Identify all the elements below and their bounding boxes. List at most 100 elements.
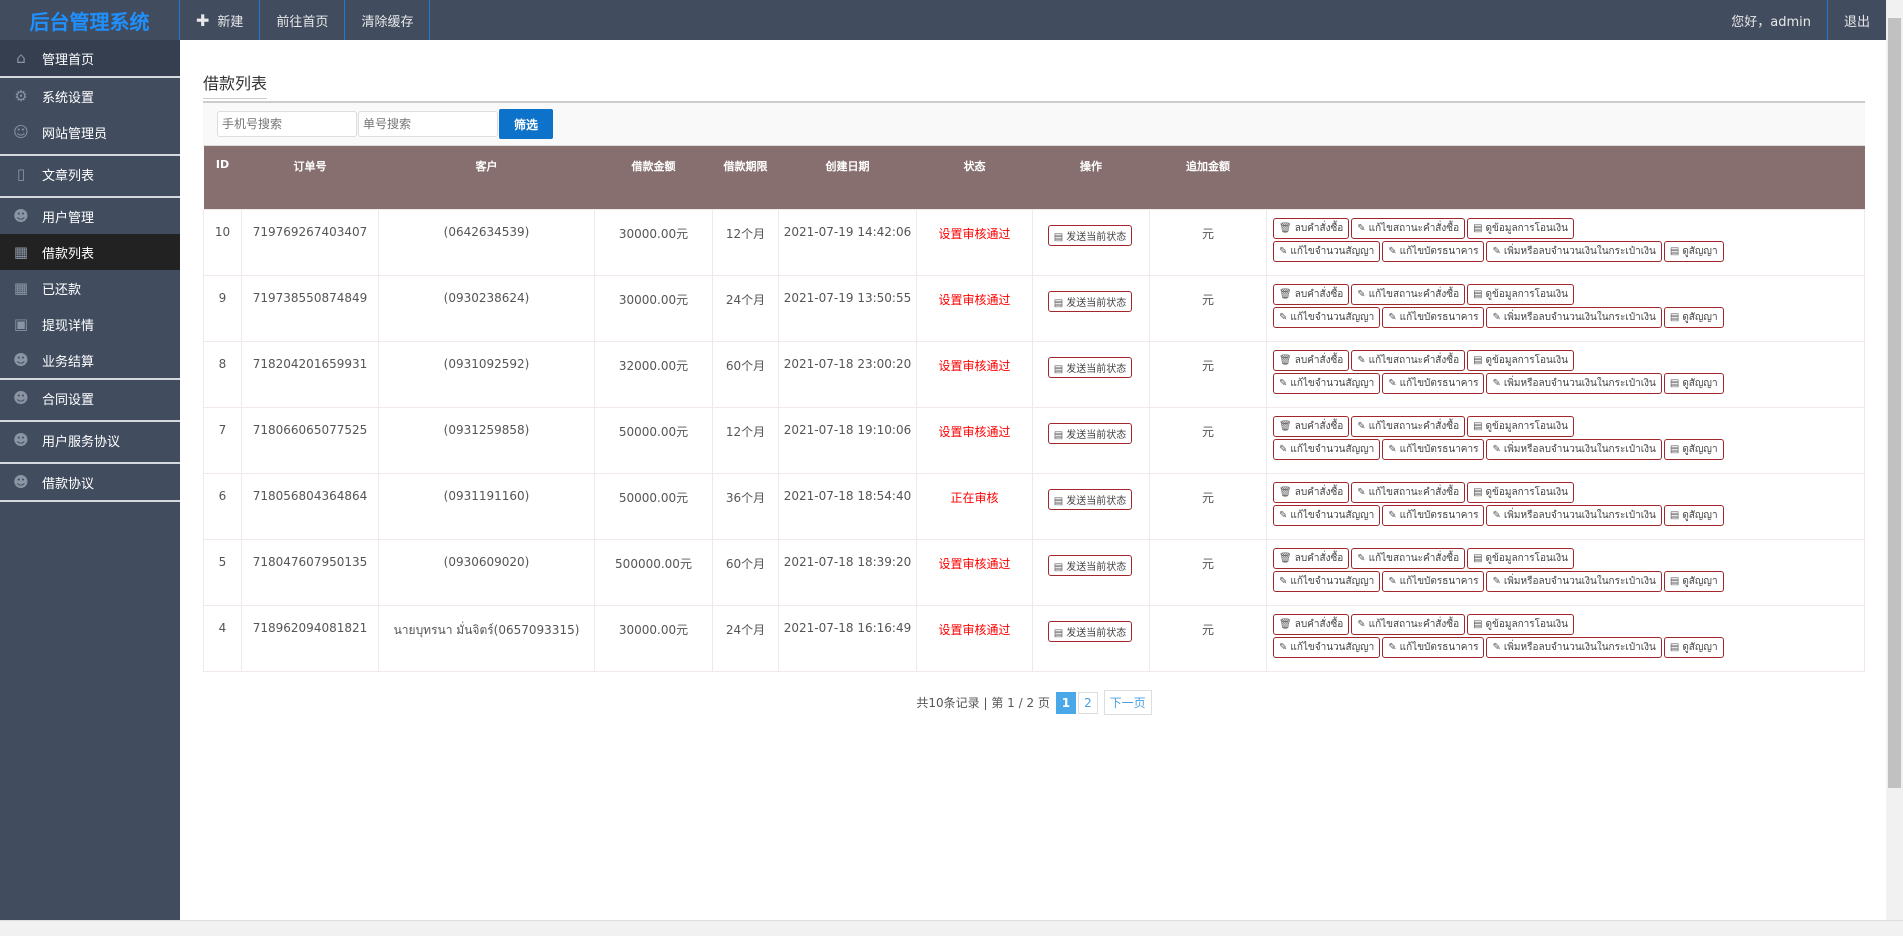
filter-button[interactable]: 筛选	[499, 109, 553, 139]
divider	[203, 101, 1865, 103]
sidebar-item-1[interactable]: ⚙ 系统设置	[0, 78, 180, 114]
action-button-1[interactable]: ✎ แก้ไขสถานะคำสั่งซื้อ	[1351, 349, 1466, 371]
sidebar-item-9[interactable]: ☻ 合同设置	[0, 380, 180, 416]
action-label: แก้ไขจำนวนสัญญา	[1290, 443, 1375, 455]
action-button-6[interactable]: ▤ ดูสัญญา	[1663, 570, 1724, 592]
action-button-4[interactable]: ✎ แก้ไขบัตรธนาคาร	[1382, 636, 1485, 658]
action-button-6[interactable]: ▤ ดูสัญญา	[1663, 240, 1724, 262]
action-button-3[interactable]: ✎ แก้ไขจำนวนสัญญา	[1273, 306, 1381, 328]
action-button-3[interactable]: ✎ แก้ไขจำนวนสัญญา	[1273, 438, 1381, 460]
send-status-button[interactable]: ▤ 发送当前状态	[1047, 224, 1133, 246]
sidebar-item-3[interactable]: ▯ 文章列表	[0, 156, 180, 192]
action-button-1[interactable]: ✎ แก้ไขสถานะคำสั่งซื้อ	[1351, 283, 1466, 305]
sidebar-item-2[interactable]: ☺ 网站管理员	[0, 114, 180, 150]
pager-summary: 共10条记录 | 第 1 / 2 页	[916, 695, 1050, 710]
sidebar-item-0[interactable]: ⌂ 管理首页	[0, 40, 180, 76]
action-button-4[interactable]: ✎ แก้ไขบัตรธนาคาร	[1382, 240, 1485, 262]
action-button-2[interactable]: ▤ ดูข้อมูลการโอนเงิน	[1467, 415, 1574, 437]
page-2[interactable]: 2	[1078, 691, 1098, 714]
action-button-6[interactable]: ▤ ดูสัญญา	[1663, 504, 1724, 526]
cell-status: 设置审核通过	[916, 538, 1033, 606]
action-button-1[interactable]: ✎ แก้ไขสถานะคำสั่งซื้อ	[1351, 481, 1466, 503]
logout-button[interactable]: 退出	[1843, 14, 1870, 30]
action-button-2[interactable]: ▤ ดูข้อมูลการโอนเงิน	[1467, 349, 1574, 371]
next-page-button[interactable]: 下一页	[1103, 689, 1152, 715]
action-button-5[interactable]: ✎ เพิ่มหรือลบจำนวนเงินในกระเป๋าเงิน	[1486, 636, 1662, 658]
sidebar-item-8[interactable]: ☻ 业务结算	[0, 342, 180, 378]
send-status-button[interactable]: ▤ 发送当前状态	[1047, 290, 1133, 312]
action-button-2[interactable]: ▤ ดูข้อมูลการโอนเงิน	[1467, 613, 1574, 635]
action-button-2[interactable]: ▤ ดูข้อมูลการโอนเงิน	[1467, 217, 1574, 239]
action-button-4[interactable]: ✎ แก้ไขบัตรธนาคาร	[1382, 570, 1485, 592]
action-button-0[interactable]: 🗑 ลบคำสั่งซื้อ	[1273, 217, 1350, 239]
list-icon: ▤	[1053, 561, 1064, 573]
new-button[interactable]: ✚ 新建	[180, 0, 261, 40]
action-button-5[interactable]: ✎ เพิ่มหรือลบจำนวนเงินในกระเป๋าเงิน	[1486, 570, 1662, 592]
sidebar-item-4[interactable]: ☻ 用户管理	[0, 198, 180, 234]
sidebar-item-7[interactable]: ▣ 提现详情	[0, 306, 180, 342]
action-button-1[interactable]: ✎ แก้ไขสถานะคำสั่งซื้อ	[1351, 547, 1466, 569]
cell-created-date: 2021-07-18 23:00:20	[778, 340, 917, 408]
action-button-4[interactable]: ✎ แก้ไขบัตรธนาคาร	[1382, 504, 1485, 526]
action-button-2[interactable]: ▤ ดูข้อมูลการโอนเงิน	[1467, 481, 1574, 503]
vertical-scrollbar[interactable]	[1886, 0, 1903, 920]
action-button-5[interactable]: ✎ เพิ่มหรือลบจำนวนเงินในกระเป๋าเงิน	[1486, 240, 1662, 262]
scroll-thumb[interactable]	[1888, 18, 1901, 788]
greeting: 您好，admin	[1715, 0, 1828, 40]
action-button-4[interactable]: ✎ แก้ไขบัตรธนาคาร	[1382, 306, 1485, 328]
send-status-button[interactable]: ▤ 发送当前状态	[1047, 620, 1133, 642]
action-button-0[interactable]: 🗑 ลบคำสั่งซื้อ	[1273, 547, 1350, 569]
action-button-5[interactable]: ✎ เพิ่มหรือลบจำนวนเงินในกระเป๋าเงิน	[1486, 306, 1662, 328]
action-button-1[interactable]: ✎ แก้ไขสถานะคำสั่งซื้อ	[1351, 217, 1466, 239]
cell-extra-amount: 元	[1149, 538, 1267, 606]
action-button-3[interactable]: ✎ แก้ไขจำนวนสัญญา	[1273, 570, 1381, 592]
action-button-3[interactable]: ✎ แก้ไขจำนวนสัญญา	[1273, 636, 1381, 658]
cell-customer: (0931259858)	[378, 406, 595, 474]
action-button-4[interactable]: ✎ แก้ไขบัตรธนาคาร	[1382, 372, 1485, 394]
send-status-button[interactable]: ▤ 发送当前状态	[1047, 554, 1133, 576]
action-button-1[interactable]: ✎ แก้ไขสถานะคำสั่งซื้อ	[1351, 415, 1466, 437]
edit-icon: ✎	[1357, 420, 1366, 432]
action-button-3[interactable]: ✎ แก้ไขจำนวนสัญญา	[1273, 372, 1381, 394]
send-status-button[interactable]: ▤ 发送当前状态	[1047, 356, 1133, 378]
action-button-5[interactable]: ✎ เพิ่มหรือลบจำนวนเงินในกระเป๋าเงิน	[1486, 504, 1662, 526]
list-icon: ▤	[1053, 495, 1064, 507]
action-button-2[interactable]: ▤ ดูข้อมูลการโอนเงิน	[1467, 283, 1574, 305]
clear-cache-button[interactable]: 清除缓存	[345, 0, 431, 40]
action-button-0[interactable]: 🗑 ลบคำสั่งซื้อ	[1273, 415, 1350, 437]
action-button-5[interactable]: ✎ เพิ่มหรือลบจำนวนเงินในกระเป๋าเงิน	[1486, 372, 1662, 394]
sidebar-item-10[interactable]: ☻ 用户服务协议	[0, 422, 180, 458]
send-status-button[interactable]: ▤ 发送当前状态	[1047, 488, 1133, 510]
sidebar-item-5[interactable]: ▦ 借款列表	[0, 234, 180, 270]
action-button-0[interactable]: 🗑 ลบคำสั่งซื้อ	[1273, 481, 1350, 503]
action-label: ดูข้อมูลการโอนเงิน	[1485, 486, 1568, 498]
action-button-3[interactable]: ✎ แก้ไขจำนวนสัญญา	[1273, 504, 1381, 526]
users-icon: ☻	[13, 431, 29, 449]
send-status-button[interactable]: ▤ 发送当前状态	[1047, 422, 1133, 444]
action-button-0[interactable]: 🗑 ลบคำสั่งซื้อ	[1273, 349, 1350, 371]
sidebar-item-6[interactable]: ▦ 已还款	[0, 270, 180, 306]
cell-amount: 500000.00元	[594, 538, 713, 606]
action-label: ดูข้อมูลการโอนเงิน	[1485, 354, 1568, 366]
action-button-6[interactable]: ▤ ดูสัญญา	[1663, 372, 1724, 394]
action-button-6[interactable]: ▤ ดูสัญญา	[1663, 438, 1724, 460]
action-button-0[interactable]: 🗑 ลบคำสั่งซื้อ	[1273, 283, 1350, 305]
goto-home-button[interactable]: 前往首页	[260, 0, 346, 40]
action-button-6[interactable]: ▤ ดูสัญญา	[1663, 636, 1724, 658]
action-button-0[interactable]: 🗑 ลบคำสั่งซื้อ	[1273, 613, 1350, 635]
action-button-4[interactable]: ✎ แก้ไขบัตรธนาคาร	[1382, 438, 1485, 460]
action-button-3[interactable]: ✎ แก้ไขจำนวนสัญญา	[1273, 240, 1381, 262]
users-icon: ☻	[13, 389, 29, 407]
horizontal-scrollbar[interactable]	[0, 920, 1903, 936]
page-1[interactable]: 1	[1055, 691, 1077, 714]
action-label: ดูสัญญา	[1682, 509, 1718, 521]
trash-icon: 🗑	[1279, 222, 1292, 234]
action-button-5[interactable]: ✎ เพิ่มหรือลบจำนวนเงินในกระเป๋าเงิน	[1486, 438, 1662, 460]
action-button-6[interactable]: ▤ ดูสัญญา	[1663, 306, 1724, 328]
action-button-1[interactable]: ✎ แก้ไขสถานะคำสั่งซื้อ	[1351, 613, 1466, 635]
sidebar-item-label: 文章列表	[42, 168, 95, 184]
phone-search-input[interactable]	[217, 111, 357, 137]
sidebar-item-11[interactable]: ☻ 借款协议	[0, 464, 180, 500]
order-search-input[interactable]	[358, 111, 498, 137]
action-button-2[interactable]: ▤ ดูข้อมูลการโอนเงิน	[1467, 547, 1574, 569]
